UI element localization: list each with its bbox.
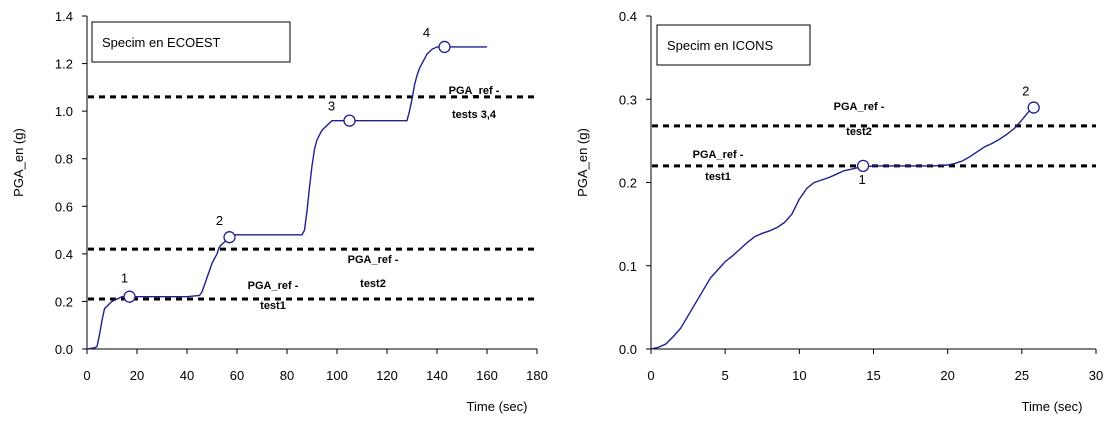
specimen-label-box xyxy=(656,24,811,66)
reference-line-label: test2 xyxy=(846,126,872,138)
x-tick-label: 160 xyxy=(476,368,498,383)
y-tick-label: 0.4 xyxy=(619,9,637,24)
x-tick-label: 5 xyxy=(722,368,729,383)
reference-line-label: tests 3,4 xyxy=(452,109,497,121)
specimen-label: Specim en ICONS xyxy=(667,38,774,53)
y-tick-label: 1.4 xyxy=(55,9,73,24)
reference-line-label: PGA_ref - xyxy=(449,85,500,97)
y-tick-label: 0.0 xyxy=(619,342,637,357)
x-tick-label: 40 xyxy=(180,368,194,383)
reference-line-label: PGA_ref - xyxy=(348,254,399,266)
x-tick-label: 100 xyxy=(326,368,348,383)
x-tick-label: 60 xyxy=(230,368,244,383)
reference-line-label: PGA_ref - xyxy=(693,149,744,161)
chart-1: 0.0 0.2 0.4 0.6 0.8 1.0 1.2 1.4 0 20 40 60 80 100 120 1… xyxy=(11,9,548,414)
reference-line-label: test1 xyxy=(260,300,286,312)
x-axis-title: Time (sec) xyxy=(1022,399,1083,414)
x-tick-label: 120 xyxy=(376,368,398,383)
y-tick-label: 0.4 xyxy=(55,247,73,262)
test-marker xyxy=(438,40,451,54)
y-tick-label: 0.2 xyxy=(619,176,637,191)
specimen-label-box xyxy=(91,21,291,63)
y-axis-title: PGA_en (g) xyxy=(11,128,26,197)
y-tick-label: 0.0 xyxy=(55,342,73,357)
test-marker-label: 1 xyxy=(858,172,865,187)
test-marker xyxy=(343,114,356,127)
test-marker xyxy=(856,159,870,173)
y-tick-label: 0.8 xyxy=(55,152,73,167)
y-tick-label: 1.0 xyxy=(55,104,73,119)
y-tick-label: 0.1 xyxy=(619,259,637,274)
pga-series-line xyxy=(86,46,487,350)
chart-2: 0.0 0.1 0.2 0.3 0.4 0 5 10 15 20 25 30 PGA_en (g) Tim… xyxy=(575,9,1103,414)
x-tick-label: 10 xyxy=(792,368,806,383)
test-marker xyxy=(223,231,236,244)
y-axis-title: PGA_en (g) xyxy=(575,128,590,197)
reference-line-label: PGA_ref - xyxy=(248,280,299,292)
x-tick-label: 0 xyxy=(83,368,90,383)
y-tick-label: 0.2 xyxy=(55,294,73,309)
x-tick-label: 140 xyxy=(426,368,448,383)
reference-line-label: PGA_ref - xyxy=(834,101,885,113)
reference-line-label: test2 xyxy=(360,278,386,290)
x-tick-label: 25 xyxy=(1015,368,1029,383)
y-tick-label: 0.3 xyxy=(619,92,637,107)
x-tick-label: 180 xyxy=(526,368,548,383)
specimen-label: Specim en ECOEST xyxy=(102,35,221,50)
test-marker-label: 1 xyxy=(121,271,128,286)
test-marker-label: 2 xyxy=(1022,84,1029,99)
x-tick-label: 15 xyxy=(866,368,880,383)
x-tick-label: 80 xyxy=(280,368,294,383)
test-marker-label: 4 xyxy=(423,25,430,40)
x-tick-label: 20 xyxy=(130,368,144,383)
x-axis-title: Time (sec) xyxy=(467,399,528,414)
y-tick-label: 0.6 xyxy=(55,199,73,214)
test-marker-label: 2 xyxy=(216,213,223,228)
test-marker-label: 3 xyxy=(328,99,335,114)
test-marker xyxy=(1027,101,1040,114)
reference-line-label: test1 xyxy=(705,171,731,183)
y-tick-label: 1.2 xyxy=(55,57,73,72)
pga-series-line xyxy=(650,106,1037,350)
test-marker xyxy=(123,290,136,303)
x-tick-label: 30 xyxy=(1089,368,1103,383)
x-tick-label: 20 xyxy=(940,368,954,383)
x-tick-label: 0 xyxy=(647,368,654,383)
